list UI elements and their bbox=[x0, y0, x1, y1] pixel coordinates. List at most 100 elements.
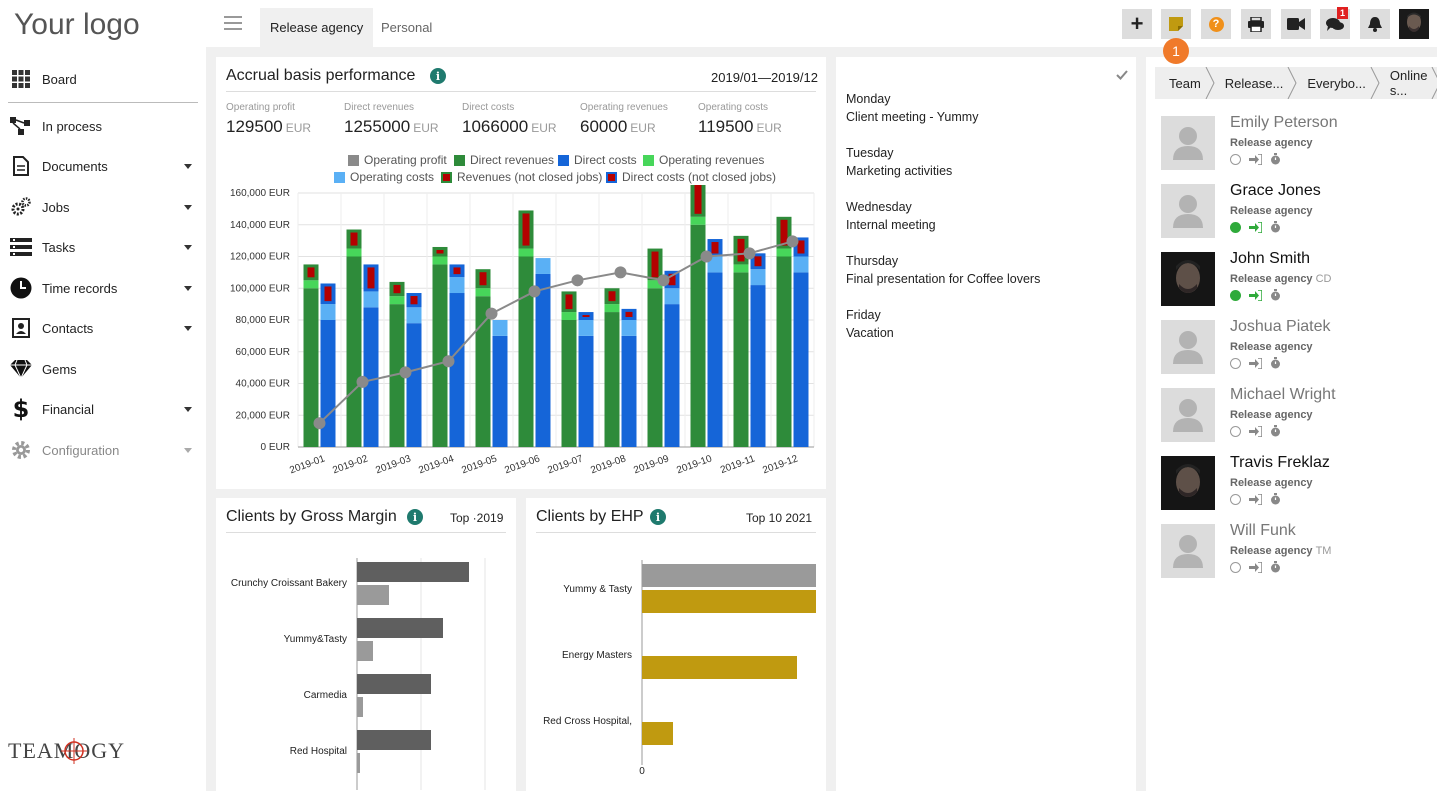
member-company-name: Release agency bbox=[1230, 341, 1313, 353]
avatar[interactable] bbox=[1161, 320, 1215, 374]
tab-personal[interactable]: Personal bbox=[381, 20, 433, 35]
sidebar-item-configuration[interactable]: Configuration bbox=[8, 435, 198, 465]
avatar[interactable] bbox=[1161, 252, 1215, 306]
avatar[interactable] bbox=[1161, 388, 1215, 442]
member-name[interactable]: Travis Freklaz bbox=[1230, 454, 1330, 471]
profit-point bbox=[313, 417, 326, 430]
avatar[interactable] bbox=[1161, 524, 1215, 578]
kpi-unit: EUR bbox=[531, 121, 557, 135]
chat-button[interactable]: 1 bbox=[1320, 7, 1350, 39]
team-member[interactable]: Grace Jones Release agency bbox=[1160, 182, 1430, 240]
sidebar-item-in-process[interactable]: In process bbox=[8, 111, 198, 141]
team-member[interactable]: John Smith Release agency CD bbox=[1160, 250, 1430, 308]
legend-item[interactable]: Direct costs (not closed jobs) bbox=[606, 170, 776, 184]
notes-button[interactable] bbox=[1161, 9, 1191, 39]
sidebar: Your logo Board In process Documents Job… bbox=[0, 0, 206, 791]
x-tick-label: 2019-09 bbox=[632, 453, 671, 476]
team-member[interactable]: Will Funk Release agency TM bbox=[1160, 522, 1430, 580]
member-name[interactable]: Joshua Piatek bbox=[1230, 318, 1331, 335]
bar bbox=[357, 674, 431, 694]
sidebar-item-label: Time records bbox=[42, 280, 118, 296]
sidebar-item-jobs[interactable]: Jobs bbox=[8, 192, 198, 222]
sidebar-item-tasks[interactable]: Tasks bbox=[8, 232, 198, 262]
info-icon[interactable]: i bbox=[650, 509, 666, 525]
help-icon: ? bbox=[1208, 16, 1224, 32]
check-icon[interactable] bbox=[1116, 70, 1128, 80]
team-member[interactable]: Emily Peterson Release agency bbox=[1160, 114, 1430, 172]
info-icon[interactable]: i bbox=[407, 509, 423, 525]
chevron-right-icon bbox=[1287, 67, 1297, 99]
sidebar-item-contacts[interactable]: Contacts bbox=[8, 313, 198, 343]
member-status bbox=[1230, 357, 1281, 369]
status-online-icon bbox=[1230, 221, 1241, 233]
bar bbox=[357, 562, 469, 582]
bar-not-closed-marker bbox=[393, 284, 401, 294]
help-button[interactable]: ? bbox=[1201, 9, 1231, 39]
add-button[interactable]: + bbox=[1122, 9, 1152, 39]
sidebar-item-time-records[interactable]: Time records bbox=[8, 273, 198, 303]
bar-direct-revenues bbox=[604, 312, 620, 447]
y-tick-label: 140,000 EUR bbox=[230, 220, 290, 231]
bar-operating-revenues bbox=[475, 288, 491, 297]
user-avatar[interactable] bbox=[1399, 9, 1429, 39]
document-icon bbox=[8, 155, 34, 177]
member-company-name: Release agency bbox=[1230, 205, 1313, 217]
legend-item[interactable]: Operating profit bbox=[348, 153, 447, 167]
legend-item[interactable]: Operating costs bbox=[334, 170, 434, 184]
member-name[interactable]: Michael Wright bbox=[1230, 386, 1336, 403]
team-member[interactable]: Joshua Piatek Release agency bbox=[1160, 318, 1430, 376]
breadcrumb-item[interactable]: Release... bbox=[1211, 67, 1297, 99]
sidebar-item-board[interactable]: Board bbox=[8, 64, 198, 94]
breadcrumb-item[interactable]: Team bbox=[1155, 67, 1215, 99]
legend-item[interactable]: Direct revenues bbox=[454, 153, 554, 167]
avatar[interactable] bbox=[1161, 456, 1215, 510]
member-name[interactable]: Emily Peterson bbox=[1230, 114, 1338, 131]
sidebar-item-label: Board bbox=[42, 71, 77, 87]
avatar[interactable] bbox=[1161, 184, 1215, 238]
sidebar-item-financial[interactable]: $ Financial bbox=[8, 394, 198, 424]
menu-icon[interactable] bbox=[224, 16, 242, 30]
ehp-subtitle[interactable]: Top 10 2021 bbox=[746, 511, 813, 525]
bar-direct-revenues bbox=[346, 256, 362, 447]
sidebar-item-documents[interactable]: Documents bbox=[8, 151, 198, 181]
chevron-down-icon bbox=[184, 205, 192, 210]
bar-not-closed-marker bbox=[479, 272, 487, 286]
avatar[interactable] bbox=[1161, 116, 1215, 170]
sidebar-item-gems[interactable]: Gems bbox=[8, 354, 198, 384]
member-status bbox=[1230, 425, 1281, 437]
dollar-icon: $ bbox=[12, 395, 30, 423]
legend-item[interactable]: Revenues (not closed jobs) bbox=[441, 170, 602, 184]
schedule-day: Thursday Final presentation for Coffee lo… bbox=[846, 252, 1040, 288]
kpi-label: Operating costs bbox=[698, 102, 769, 113]
status-offline-icon bbox=[1230, 357, 1241, 369]
profit-point bbox=[743, 247, 756, 260]
info-icon[interactable]: i bbox=[430, 68, 446, 84]
bar-direct-revenues bbox=[647, 288, 663, 447]
logo[interactable]: Your logo bbox=[14, 8, 140, 41]
bar-operating-costs bbox=[535, 258, 551, 274]
bar bbox=[357, 641, 373, 661]
member-name[interactable]: Grace Jones bbox=[1230, 182, 1321, 199]
member-company: Release agency bbox=[1230, 409, 1316, 421]
tab-release-agency[interactable]: Release agency bbox=[260, 8, 374, 47]
bar bbox=[357, 585, 389, 605]
legend-item[interactable]: Direct costs bbox=[558, 153, 637, 167]
legend-item[interactable]: Operating revenues bbox=[643, 153, 764, 167]
breadcrumb-item[interactable]: Online s... bbox=[1376, 67, 1437, 99]
x-tick-label: 2019-01 bbox=[288, 453, 327, 476]
print-button[interactable] bbox=[1241, 9, 1271, 39]
schedule-day: Friday Vacation bbox=[846, 306, 894, 342]
breadcrumb-item[interactable]: Everybo... bbox=[1293, 67, 1380, 99]
accrual-title: Accrual basis performance bbox=[226, 67, 416, 84]
gross-margin-subtitle[interactable]: Top ·2019 bbox=[450, 511, 504, 525]
team-member[interactable]: Michael Wright Release agency bbox=[1160, 386, 1430, 444]
team-member[interactable]: Travis Freklaz Release agency bbox=[1160, 454, 1430, 512]
legend-label: Direct revenues bbox=[470, 153, 555, 167]
bar-not-closed-marker bbox=[754, 256, 762, 267]
member-name[interactable]: Will Funk bbox=[1230, 522, 1296, 539]
accrual-period[interactable]: 2019/01—2019/12 bbox=[711, 70, 818, 85]
member-name[interactable]: John Smith bbox=[1230, 250, 1311, 267]
list-icon bbox=[8, 236, 34, 258]
notifications-button[interactable] bbox=[1360, 9, 1390, 39]
video-button[interactable] bbox=[1281, 9, 1311, 39]
